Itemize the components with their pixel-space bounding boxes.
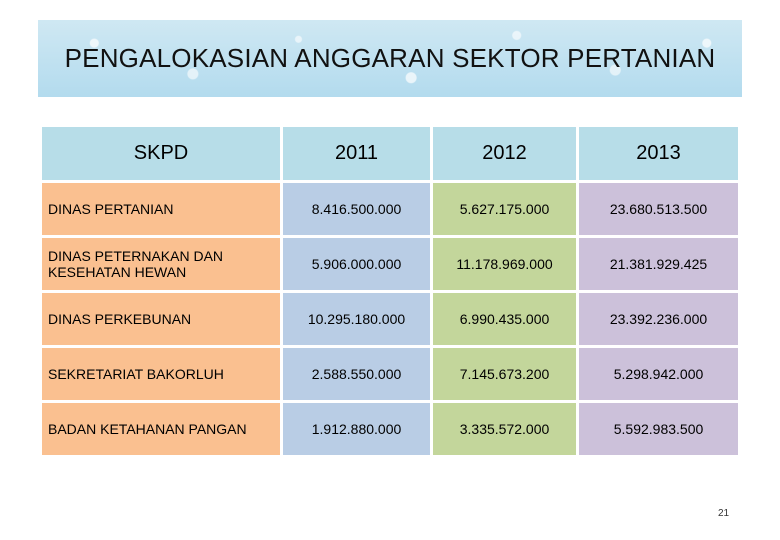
header-cell: 2011 [283,127,430,180]
amount-cell: 21.381.929.425 [579,238,738,290]
row-label: DINAS PERKEBUNAN [42,293,280,345]
page-number: 21 [718,508,730,519]
table-row: DINAS PETERNAKAN DAN KESEHATAN HEWAN 5.90… [42,238,738,290]
amount-cell: 1.912.880.000 [283,403,430,455]
amount-cell: 8.416.500.000 [283,183,430,235]
amount-cell: 11.178.969.000 [433,238,576,290]
row-label: SEKRETARIAT BAKORLUH [42,348,280,400]
amount-cell: 5.906.000.000 [283,238,430,290]
title: PENGALOKASIAN ANGGARAN SEKTOR PERTANIAN [64,43,716,73]
row-label: DINAS PETERNAKAN DAN KESEHATAN HEWAN [42,238,280,290]
amount-cell: 5.298.942.000 [579,348,738,400]
row-label: BADAN KETAHANAN PANGAN [42,403,280,455]
title-banner: PENGALOKASIAN ANGGARAN SEKTOR PERTANIAN [38,20,742,97]
amount-cell: 23.392.236.000 [579,293,738,345]
header-cell: 2013 [579,127,738,180]
header-cell: SKPD [42,127,280,180]
amount-cell: 6.990.435.000 [433,293,576,345]
table-body: DINAS PERTANIAN 8.416.500.000 5.627.175.00… [42,183,738,455]
table-row: BADAN KETAHANAN PANGAN 1.912.880.000 3.335… [42,403,738,455]
amount-cell: 2.588.550.000 [283,348,430,400]
amount-cell: 23.680.513.500 [579,183,738,235]
table-row: DINAS PERTANIAN 8.416.500.000 5.627.175.00… [42,183,738,235]
budget-table: SKPD 2011 2012 2013 DINAS PERTANIAN 8.416.50… [39,124,741,458]
amount-cell: 10.295.180.000 [283,293,430,345]
header-cell: 2012 [433,127,576,180]
amount-cell: 3.335.572.000 [433,403,576,455]
row-label: DINAS PERTANIAN [42,183,280,235]
table-row: SEKRETARIAT BAKORLUH 2.588.550.000 7.145.6… [42,348,738,400]
amount-cell: 5.592.983.500 [579,403,738,455]
amount-cell: 5.627.175.000 [433,183,576,235]
table-row: DINAS PERKEBUNAN 10.295.180.000 6.990.435.… [42,293,738,345]
header-row: SKPD 2011 2012 2013 [42,127,738,180]
amount-cell: 7.145.673.200 [433,348,576,400]
